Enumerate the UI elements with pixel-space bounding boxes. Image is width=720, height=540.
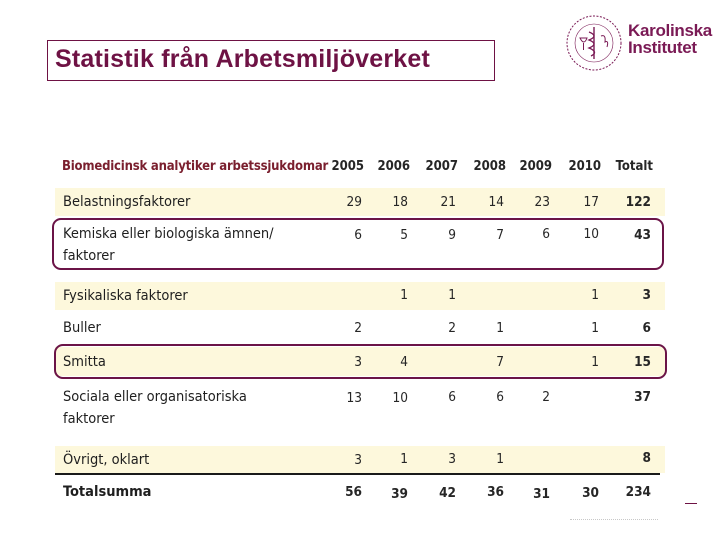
summary-2007: 42 [439,485,456,501]
logo-line-1: Karolinska [628,21,712,40]
cell-2010: 1 [591,354,599,370]
cell-2007: 1 [448,287,456,303]
cell-2009: 2 [542,389,550,405]
cell-2005: 2 [354,320,362,336]
column-header-2005: 2005 [331,159,364,174]
summary-2008: 36 [487,484,504,500]
cell-2005: 6 [354,227,362,243]
cell-2010: 1 [591,287,599,303]
row-label: Sociala eller organisatoriska [63,389,247,405]
cell-2006: 4 [400,354,408,370]
cell-2007: 2 [448,320,456,336]
summary-2010: 30 [582,485,599,501]
column-header-totalt: Totalt [615,159,653,174]
cell-total: 6 [642,320,651,336]
table-row: Sociala eller organisatoriska faktorer 1… [55,383,665,431]
cell-2005: 29 [346,194,362,210]
summary-2009: 31 [533,486,550,502]
summary-label: Totalsumma [63,484,152,500]
cell-2008: 7 [496,354,504,370]
slide-title: Statistik från Arbetsmiljöverket [55,45,431,73]
cell-2006: 18 [392,194,408,210]
cell-2009: 6 [542,226,550,242]
total-divider [55,473,660,475]
row-label-continuation: faktorer [63,411,115,427]
row-label-continuation: faktorer [63,248,115,264]
cell-2009: 23 [534,194,550,210]
cell-2007: 6 [448,389,456,405]
cell-2008: 7 [496,227,504,243]
cell-2007: 21 [440,194,456,210]
cell-2006: 10 [392,390,408,406]
decorative-dotted-line [570,519,658,520]
row-label: Buller [63,320,101,336]
cell-2010: 10 [583,226,599,242]
cell-2010: 1 [591,320,599,336]
table-row: Buller 2 2 1 1 6 [55,315,665,343]
slide-title-box: Statistik från Arbetsmiljöverket [47,40,495,81]
table-row: Smitta 3 4 7 1 15 [55,347,665,376]
table-row: Fysikaliska faktorer 1 1 1 3 [55,282,665,310]
cell-total: 43 [634,227,651,243]
cell-2005: 3 [354,452,362,468]
logo-line-2: Institutet [628,38,697,57]
column-header-2008: 2008 [473,159,506,174]
cell-total: 15 [634,354,651,370]
cell-2007: 3 [448,451,456,467]
cell-2006: 1 [400,451,408,467]
karolinska-seal-icon [566,15,622,71]
cell-2008: 6 [496,389,504,405]
cell-2005: 3 [354,354,362,370]
table-row: Övrigt, oklart 3 1 3 1 8 [55,446,665,473]
karolinska-logo: Karolinska Institutet [560,12,720,76]
table-summary-row: Totalsumma 56 39 42 36 31 30 234 [55,478,665,506]
summary-2005: 56 [345,484,362,500]
row-label: Övrigt, oklart [63,452,150,468]
cell-total: 8 [642,450,651,466]
table-row: Belastningsfaktorer 29 18 21 14 23 17 12… [55,188,665,216]
cell-2006: 5 [400,227,408,243]
column-header-2007: 2007 [425,159,458,174]
row-label: Kemiska eller biologiska ämnen/ [63,226,274,242]
row-label: Belastningsfaktorer [63,194,191,210]
column-header-2010: 2010 [568,159,601,174]
cell-total: 3 [642,287,651,303]
cell-2008: 1 [496,320,504,336]
column-header-2009: 2009 [519,159,552,174]
table-header-label: Biomedicinsk analytiker arbetssjukdomar [62,159,329,174]
table-row: Kemiska eller biologiska ämnen/ faktorer… [55,220,665,268]
cell-2007: 9 [448,227,456,243]
summary-2006: 39 [391,486,408,502]
highlight-box-kemiska [52,218,664,270]
cell-2010: 17 [583,194,599,210]
logo-wordmark: Karolinska Institutet [628,22,712,56]
cell-2005: 13 [346,390,362,406]
cell-2008: 14 [488,194,504,210]
row-label: Fysikaliska faktorer [63,288,188,304]
decorative-dash [685,503,697,504]
cell-total: 37 [634,389,651,405]
column-header-2006: 2006 [377,159,410,174]
row-label: Smitta [63,354,106,370]
cell-2008: 1 [496,451,504,467]
cell-total: 122 [625,194,651,210]
cell-2006: 1 [400,287,408,303]
summary-total: 234 [625,484,651,500]
highlight-box-smitta [54,344,667,379]
